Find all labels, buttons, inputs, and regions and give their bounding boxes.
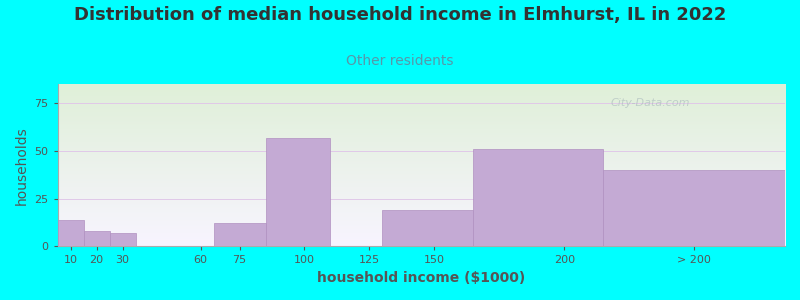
Bar — [58, 220, 84, 246]
Text: Other residents: Other residents — [346, 54, 454, 68]
X-axis label: household income ($1000): household income ($1000) — [318, 271, 526, 285]
Bar — [474, 149, 603, 246]
Text: Distribution of median household income in Elmhurst, IL in 2022: Distribution of median household income … — [74, 6, 726, 24]
Bar — [382, 210, 474, 246]
Bar — [603, 170, 785, 246]
Bar — [84, 231, 110, 246]
Y-axis label: households: households — [15, 126, 29, 205]
Bar — [110, 233, 136, 246]
Text: City-Data.com: City-Data.com — [610, 98, 690, 109]
Bar — [214, 224, 266, 246]
Bar — [266, 137, 330, 246]
